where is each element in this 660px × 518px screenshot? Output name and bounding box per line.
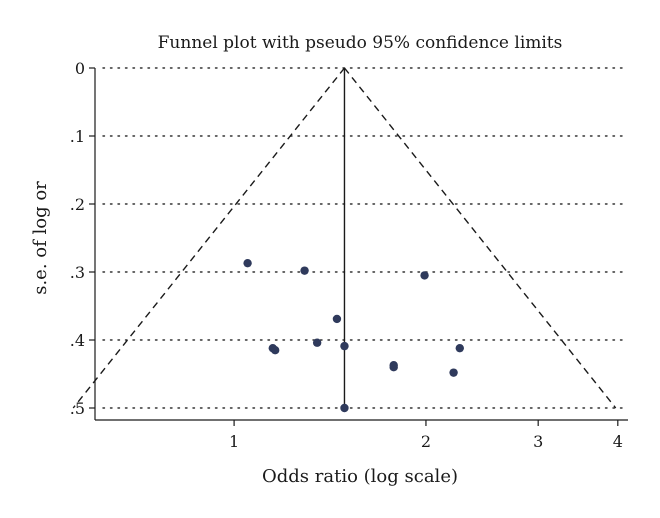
data-point-11 xyxy=(449,368,458,377)
data-point-2 xyxy=(420,271,429,280)
y-tick-label-1: .1 xyxy=(70,127,85,146)
data-point-9 xyxy=(389,363,398,372)
x-tick-label-0: 1 xyxy=(229,432,239,451)
y-axis-label: s.e. of log or xyxy=(30,181,51,295)
data-point-3 xyxy=(332,314,342,324)
funnel-lines xyxy=(72,67,617,409)
x-tick-label-3: 4 xyxy=(613,432,623,451)
x-tick-label-2: 3 xyxy=(533,432,543,451)
data-point-0 xyxy=(243,258,252,268)
x-axis-label: Odds ratio (log scale) xyxy=(262,466,458,487)
data-point-4 xyxy=(312,338,322,347)
x-tick-labels: 1 2 3 4 xyxy=(229,432,623,451)
gridlines xyxy=(102,67,629,409)
data-points xyxy=(243,258,464,413)
chart-title: Funnel plot with pseudo 95% confidence l… xyxy=(158,33,563,53)
lower-confidence-limit xyxy=(72,67,346,409)
y-tick-label-5: .5 xyxy=(70,399,85,418)
y-tick-labels: 0 .1 .2 .3 .4 .5 xyxy=(70,59,85,418)
x-tick-label-1: 2 xyxy=(421,432,431,451)
y-tick-label-2: .2 xyxy=(70,195,85,214)
data-point-6 xyxy=(270,346,280,355)
y-tick-label-0: 0 xyxy=(75,59,85,78)
data-point-7 xyxy=(340,341,349,351)
y-tick-label-3: .3 xyxy=(70,263,85,282)
upper-confidence-limit xyxy=(343,67,617,409)
data-point-1 xyxy=(300,266,309,275)
data-point-10 xyxy=(455,343,464,353)
axes xyxy=(89,67,628,426)
data-point-12 xyxy=(340,403,349,413)
y-tick-label-4: .4 xyxy=(70,331,85,350)
